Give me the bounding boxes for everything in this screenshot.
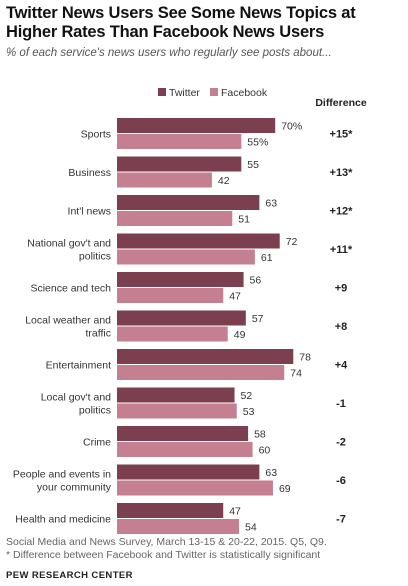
difference-value: -6 <box>336 475 346 487</box>
value-label-twitter: 63 <box>265 467 277 479</box>
difference-value: +12* <box>330 206 354 218</box>
bar-facebook <box>117 134 242 149</box>
bar-facebook <box>117 480 273 496</box>
category-label: Science and tech <box>30 283 111 295</box>
value-label-facebook: 61 <box>261 252 273 264</box>
bar-twitter <box>117 503 224 518</box>
bar-twitter <box>117 272 244 287</box>
legend-label-twitter: Twitter <box>169 87 200 99</box>
category-label: Health and medicine <box>15 514 111 526</box>
value-label-twitter: 57 <box>252 313 264 325</box>
difference-value: +13* <box>330 167 354 179</box>
value-label-twitter: 70% <box>281 121 302 133</box>
value-label-twitter: 72 <box>286 236 298 248</box>
difference-header: Difference <box>315 97 367 109</box>
bar-twitter <box>117 464 260 480</box>
category-label: Entertainment <box>46 360 111 372</box>
category-label: your community <box>37 482 112 494</box>
bar-twitter <box>117 118 276 133</box>
chart-title: Twitter News Users See Some News Topics … <box>6 4 356 41</box>
bar-facebook <box>117 442 253 457</box>
bar-facebook <box>117 403 237 419</box>
category-label: traffic <box>86 328 111 340</box>
value-label-twitter: 56 <box>250 275 262 287</box>
bar-twitter <box>117 310 246 326</box>
bar-facebook <box>117 172 212 188</box>
value-label-facebook: 42 <box>218 175 230 187</box>
bar-twitter <box>117 195 260 210</box>
category-label: Local gov't and <box>41 392 111 404</box>
category-label: Int'l news <box>68 206 111 218</box>
value-label-facebook: 47 <box>229 291 241 303</box>
category-label: politics <box>79 251 111 263</box>
significance-note: * Difference between Facebook and Twitte… <box>6 549 321 561</box>
difference-value: +15* <box>330 129 354 141</box>
value-label-facebook: 60 <box>259 445 271 457</box>
chart-subtitle: % of each service's news users who regul… <box>6 47 332 59</box>
difference-value: +4 <box>335 360 348 372</box>
bar-facebook <box>117 519 240 534</box>
source-note: Social Media and News Survey, March 13-1… <box>6 536 327 548</box>
bar-twitter <box>117 233 280 249</box>
value-label-twitter: 55 <box>247 159 259 171</box>
bar-twitter <box>117 387 235 403</box>
legend-swatch-twitter <box>158 88 166 96</box>
legend-swatch-facebook <box>210 88 218 96</box>
difference-value: -1 <box>336 398 346 410</box>
brand-logo: PEW RESEARCH CENTER <box>6 570 133 581</box>
value-label-twitter: 58 <box>254 429 266 441</box>
category-label: National gov't and <box>27 238 111 250</box>
category-label: Crime <box>83 437 111 449</box>
bar-facebook <box>117 288 224 303</box>
value-label-facebook: 51 <box>238 214 250 226</box>
value-label-facebook: 74 <box>290 368 302 380</box>
difference-value: +8 <box>335 321 348 333</box>
bar-facebook <box>117 326 228 342</box>
value-label-facebook: 69 <box>279 483 291 495</box>
legend-label-facebook: Facebook <box>221 87 268 99</box>
difference-value: -7 <box>336 514 346 526</box>
value-label-facebook: 55% <box>247 137 268 149</box>
value-label-facebook: 49 <box>234 329 246 341</box>
difference-value: -2 <box>336 437 346 449</box>
bar-facebook <box>117 249 255 265</box>
value-label-facebook: 53 <box>243 406 255 418</box>
value-label-facebook: 54 <box>245 522 257 534</box>
value-label-twitter: 52 <box>241 390 253 402</box>
bar-facebook <box>117 211 233 226</box>
bar-facebook <box>117 365 285 380</box>
category-label: Local weather and <box>25 315 111 327</box>
category-label: politics <box>79 405 111 417</box>
bar-twitter <box>117 426 249 441</box>
category-label: People and events in <box>13 469 111 481</box>
difference-value: +9 <box>335 283 348 295</box>
value-label-twitter: 78 <box>299 352 311 364</box>
difference-value: +11* <box>330 244 353 256</box>
bar-twitter <box>117 349 294 364</box>
category-label: Business <box>68 167 111 179</box>
value-label-twitter: 47 <box>229 506 241 518</box>
category-label: Sports <box>81 129 111 141</box>
bar-twitter <box>117 156 242 172</box>
value-label-twitter: 63 <box>265 198 277 210</box>
